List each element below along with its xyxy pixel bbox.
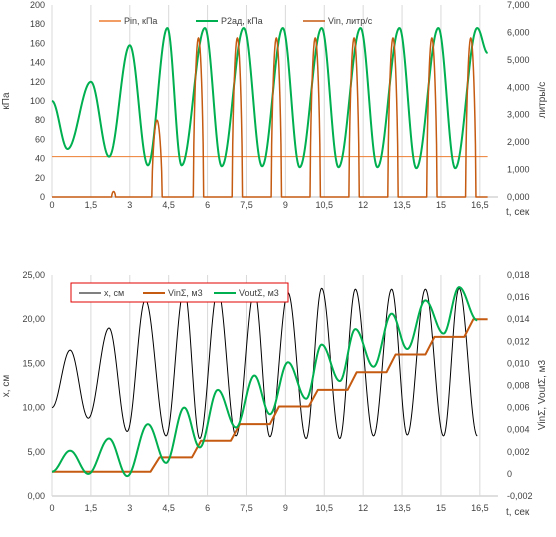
x-tick-label: 9 xyxy=(283,503,288,513)
y-tick-label: 200 xyxy=(30,0,45,10)
chart2-x-axis-title: t, сек xyxy=(506,507,530,518)
chart2-legend: x, см VinΣ, м3 VoutΣ, м3 xyxy=(70,282,289,303)
chart1-y2-tick-labels: 0,000 1,000 2,000 3,000 4,000 5,000 6,000 7,000 xyxy=(507,0,530,202)
y2-tick-label: -0,002 xyxy=(507,491,533,501)
y-tick-label: 5,00 xyxy=(27,447,45,457)
y-tick-label: 10,00 xyxy=(22,403,45,413)
x-tick-label: 3 xyxy=(127,200,132,210)
y2-tick-label: 0,004 xyxy=(507,425,530,435)
x-tick-label: 1,5 xyxy=(85,200,98,210)
y2-tick-label: 1,000 xyxy=(507,165,530,175)
y2-tick-label: 0,014 xyxy=(507,314,530,324)
y-tick-label: 100 xyxy=(30,96,45,106)
x-tick-label: 13,5 xyxy=(393,503,411,513)
x-tick-label: 6 xyxy=(205,503,210,513)
x-tick-label: 16,5 xyxy=(471,200,489,210)
series-line-3 xyxy=(52,37,488,198)
legend-label-vin: Vin, литр/с xyxy=(328,16,373,26)
y2-tick-label: 0,008 xyxy=(507,381,530,391)
y-tick-label: 15,00 xyxy=(22,358,45,368)
y-tick-label: 25,00 xyxy=(22,270,45,280)
chart2-vertical-grid xyxy=(51,275,481,496)
y2-tick-label: 0,002 xyxy=(507,447,530,457)
y-tick-label: 60 xyxy=(35,134,45,144)
chart2-y-tick-labels: 0,00 5,00 10,00 15,00 20,00 25,00 xyxy=(22,270,45,501)
y-tick-label: 140 xyxy=(30,58,45,68)
x-tick-label: 3 xyxy=(127,503,132,513)
y2-tick-label: 0,006 xyxy=(507,403,530,413)
series-line-2 xyxy=(51,27,489,170)
x-tick-label: 10,5 xyxy=(316,200,334,210)
chart1-legend: Pin, кПа P2ад, кПа Vin, литр/с xyxy=(99,16,373,26)
x-tick-label: 16,5 xyxy=(471,503,489,513)
legend-border xyxy=(70,282,289,303)
y-tick-label: 120 xyxy=(30,77,45,87)
chart2-y-axis-title: x, см xyxy=(1,375,12,398)
chart2-y2-tick-labels: -0,002 0 0,002 0,004 0,006 0,008 0,010 0,012 0,0… xyxy=(507,270,533,501)
y-tick-label: 0 xyxy=(40,192,45,202)
x-tick-label: 12 xyxy=(358,200,368,210)
y-tick-label: 40 xyxy=(35,154,45,164)
chart1-x-axis-title: t, сек xyxy=(506,207,530,218)
y2-tick-label: 0,000 xyxy=(507,192,530,202)
x-tick-label: 12 xyxy=(358,503,368,513)
x-tick-label: 4,5 xyxy=(162,503,175,513)
chart1-x-tick-labels: 0 1,5 3 4,5 6 7,5 9 10,5 12 13,5 15 16,5 xyxy=(49,200,488,210)
legend-label-p2ad: P2ад, кПа xyxy=(221,16,263,26)
x-tick-label: 0 xyxy=(49,503,54,513)
x-tick-label: 7,5 xyxy=(240,200,253,210)
y-tick-label: 180 xyxy=(30,19,45,29)
y-tick-label: 20 xyxy=(35,173,45,183)
x-tick-label: 9 xyxy=(283,200,288,210)
x-tick-label: 4,5 xyxy=(162,200,175,210)
y2-tick-label: 0,016 xyxy=(507,292,530,302)
series-line-2 xyxy=(52,318,488,473)
legend-label-x: x, см xyxy=(104,288,124,298)
chart1-y-axis-title: кПа xyxy=(1,92,12,110)
y2-tick-label: 2,000 xyxy=(507,137,530,147)
x-tick-label: 0 xyxy=(49,200,54,210)
y-tick-label: 0,00 xyxy=(27,491,45,501)
chart2: 0 1,5 3 4,5 6 7,5 9 10,5 12 13,5 15 16,5 0,00 5,00 10… xyxy=(1,270,548,518)
x-tick-label: 7,5 xyxy=(240,503,253,513)
y2-tick-label: 4,000 xyxy=(507,82,530,92)
x-tick-label: 1,5 xyxy=(85,503,98,513)
y2-tick-label: 3,000 xyxy=(507,110,530,120)
chart1-series xyxy=(51,27,489,198)
y-tick-label: 80 xyxy=(35,115,45,125)
chart2-series xyxy=(51,286,488,478)
chart2-x-tick-labels: 0 1,5 3 4,5 6 7,5 9 10,5 12 13,5 15 16,5 xyxy=(49,503,488,513)
series-line-1 xyxy=(51,287,478,440)
series-line-3 xyxy=(51,286,478,478)
y2-tick-label: 0,010 xyxy=(507,358,530,368)
y-tick-label: 20,00 xyxy=(22,314,45,324)
y2-tick-label: 7,000 xyxy=(507,0,530,10)
y2-tick-label: 0 xyxy=(507,469,512,479)
chart2-y2-axis-title: VinΣ, VoutΣ, м3 xyxy=(537,359,548,430)
x-tick-label: 10,5 xyxy=(316,503,334,513)
legend-label-pin: Pin, кПа xyxy=(124,16,157,26)
x-tick-label: 15 xyxy=(436,503,446,513)
x-tick-label: 6 xyxy=(205,200,210,210)
y-tick-label: 160 xyxy=(30,38,45,48)
y2-tick-label: 5,000 xyxy=(507,55,530,65)
y2-tick-label: 0,018 xyxy=(507,270,530,280)
x-tick-label: 13,5 xyxy=(393,200,411,210)
y2-tick-label: 0,012 xyxy=(507,336,530,346)
chart1-y2-axis-title: литры/с xyxy=(537,82,548,119)
legend-label-vin-sum: VinΣ, м3 xyxy=(168,288,203,298)
legend-label-vout-sum: VoutΣ, м3 xyxy=(239,288,279,298)
x-tick-label: 15 xyxy=(436,200,446,210)
y2-tick-label: 6,000 xyxy=(507,27,530,37)
chart1: 0 1,5 3 4,5 6 7,5 9 10,5 12 13,5 15 16,5 0 20 40 60 80 1… xyxy=(1,0,548,218)
chart1-y-tick-labels: 0 20 40 60 80 100 120 140 160 180 200 xyxy=(30,0,45,202)
